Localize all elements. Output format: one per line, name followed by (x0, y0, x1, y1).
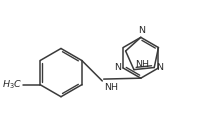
Text: $H_3C$: $H_3C$ (2, 78, 22, 91)
Text: N: N (156, 63, 163, 72)
Text: N: N (114, 63, 121, 72)
Text: NH: NH (135, 60, 149, 69)
Text: NH: NH (104, 83, 118, 92)
Text: N: N (138, 26, 145, 36)
